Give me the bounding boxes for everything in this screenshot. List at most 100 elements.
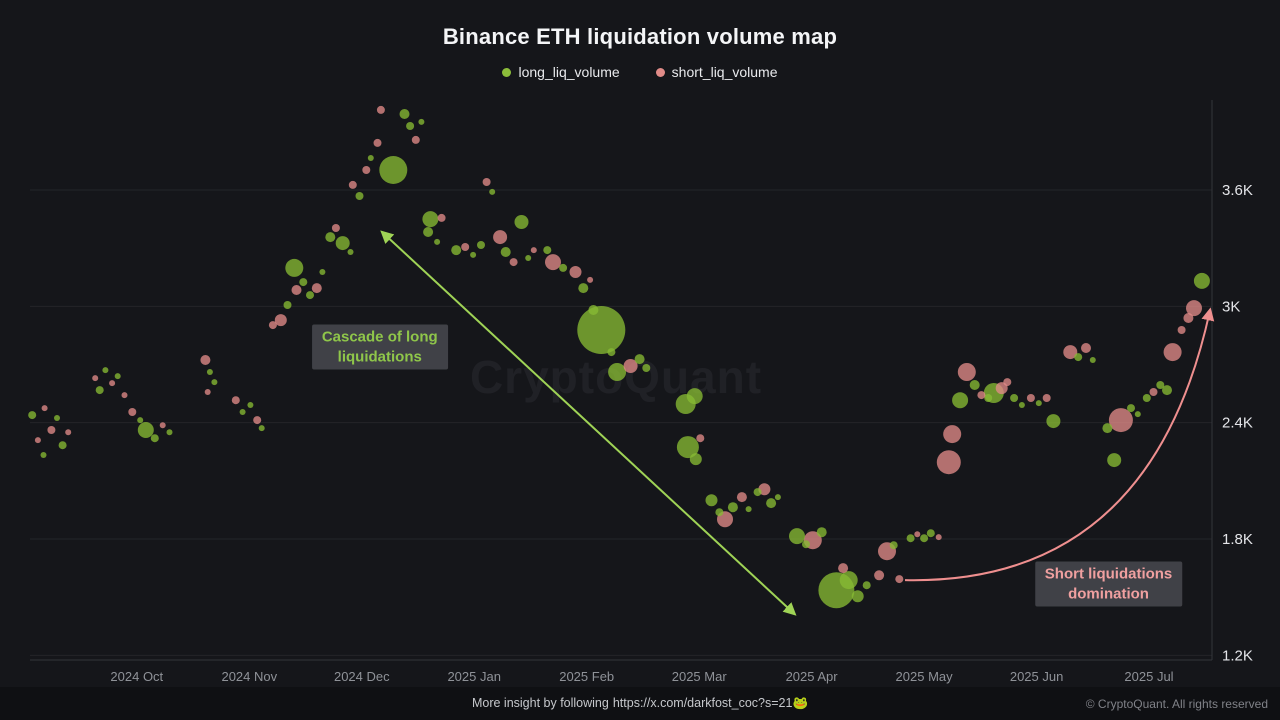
- bubble-long[interactable]: [285, 258, 304, 277]
- bubble-long[interactable]: [423, 227, 434, 237]
- bubble-short[interactable]: [1186, 300, 1202, 317]
- bubble-long[interactable]: [1010, 394, 1019, 402]
- bubble-long[interactable]: [54, 415, 60, 421]
- bubble-long[interactable]: [689, 453, 702, 466]
- bubble-short[interactable]: [935, 534, 942, 541]
- bubble-short[interactable]: [493, 230, 508, 245]
- bubble-short[interactable]: [291, 285, 302, 295]
- bubble-long[interactable]: [335, 236, 350, 251]
- bubble-long[interactable]: [715, 508, 724, 517]
- bubble-short[interactable]: [231, 396, 240, 405]
- bubble-long[interactable]: [347, 249, 354, 255]
- bubble-long[interactable]: [1035, 400, 1042, 407]
- bubble-long[interactable]: [588, 305, 599, 315]
- bubble-long[interactable]: [470, 251, 477, 258]
- bubble-long[interactable]: [319, 269, 326, 275]
- bubble-long[interactable]: [1018, 402, 1025, 408]
- bubble-short[interactable]: [1042, 394, 1051, 402]
- bubble-short[interactable]: [34, 437, 41, 444]
- bubble-short[interactable]: [373, 138, 382, 147]
- bubble-short[interactable]: [569, 266, 582, 278]
- bubble-long[interactable]: [789, 528, 805, 545]
- bubble-long[interactable]: [95, 386, 104, 395]
- bubble-long[interactable]: [137, 417, 144, 424]
- bubble-short[interactable]: [874, 570, 885, 581]
- bubble-long[interactable]: [926, 529, 935, 538]
- bubble-short[interactable]: [736, 492, 747, 503]
- bubble-long[interactable]: [969, 380, 980, 390]
- bubble-long[interactable]: [1046, 414, 1061, 429]
- bubble-long[interactable]: [577, 306, 626, 354]
- bubble-short[interactable]: [47, 426, 56, 434]
- bubble-long[interactable]: [774, 494, 781, 501]
- bubble-short[interactable]: [348, 180, 357, 189]
- bubble-long[interactable]: [477, 241, 485, 249]
- bubble-long[interactable]: [766, 498, 777, 509]
- bubble-long[interactable]: [889, 541, 898, 550]
- bubble-short[interactable]: [41, 405, 48, 412]
- bubble-long[interactable]: [325, 232, 336, 243]
- bubble-long[interactable]: [851, 590, 864, 603]
- bubble-long[interactable]: [247, 402, 254, 408]
- bubble-long[interactable]: [727, 502, 738, 513]
- bubble-long[interactable]: [839, 571, 858, 590]
- bubble-long[interactable]: [500, 247, 511, 257]
- bubble-long[interactable]: [634, 354, 645, 365]
- bubble-short[interactable]: [1183, 313, 1194, 323]
- bubble-long[interactable]: [239, 409, 246, 415]
- bubble-long[interactable]: [206, 369, 213, 375]
- bubble-short[interactable]: [1108, 408, 1133, 433]
- bubble-long[interactable]: [578, 283, 589, 294]
- bubble-short[interactable]: [1177, 326, 1186, 334]
- bubble-long[interactable]: [745, 506, 752, 513]
- bubble-short[interactable]: [936, 450, 961, 475]
- bubble-short[interactable]: [121, 392, 128, 399]
- bubble-long[interactable]: [984, 394, 993, 402]
- bubble-short[interactable]: [268, 321, 277, 330]
- bubble-long[interactable]: [607, 348, 616, 357]
- bubble-long[interactable]: [283, 301, 292, 309]
- bubble-long[interactable]: [418, 118, 425, 125]
- bubble-short[interactable]: [92, 375, 99, 382]
- bubble-long[interactable]: [1102, 423, 1113, 434]
- bubble-long[interactable]: [451, 245, 462, 256]
- bubble-long[interactable]: [705, 494, 718, 507]
- bubble-long[interactable]: [58, 441, 67, 450]
- bubble-long[interactable]: [862, 581, 871, 590]
- bubble-short[interactable]: [1081, 343, 1091, 353]
- bubble-short[interactable]: [274, 314, 287, 327]
- bubble-long[interactable]: [137, 422, 154, 438]
- legend-item-long[interactable]: long_liq_volume: [502, 64, 620, 80]
- bubble-long[interactable]: [686, 388, 703, 405]
- bubble-long[interactable]: [525, 255, 532, 261]
- bubble-long[interactable]: [1089, 357, 1096, 363]
- bubble-long[interactable]: [399, 109, 410, 119]
- bubble-long[interactable]: [1134, 411, 1141, 418]
- bubble-short[interactable]: [376, 105, 385, 114]
- bubble-short[interactable]: [65, 429, 72, 436]
- bubble-short[interactable]: [1149, 388, 1158, 396]
- bubble-long[interactable]: [1162, 385, 1172, 396]
- bubble-long[interactable]: [406, 122, 415, 130]
- bubble-long[interactable]: [379, 156, 408, 184]
- bubble-short[interactable]: [482, 178, 491, 186]
- bubble-long[interactable]: [802, 540, 810, 549]
- bubble-short[interactable]: [1163, 343, 1182, 362]
- bubble-long[interactable]: [355, 192, 364, 200]
- bubble-short[interactable]: [509, 258, 518, 267]
- bubble-short[interactable]: [437, 213, 446, 222]
- bubble-long[interactable]: [920, 534, 929, 543]
- bubble-long[interactable]: [40, 452, 47, 458]
- bubble-long[interactable]: [1193, 272, 1210, 289]
- bubble-long[interactable]: [166, 429, 173, 436]
- bubble-long[interactable]: [150, 434, 159, 443]
- bubble-short[interactable]: [977, 391, 986, 400]
- bubble-short[interactable]: [411, 135, 420, 144]
- bubble-short[interactable]: [1026, 394, 1035, 402]
- bubble-long[interactable]: [559, 263, 568, 272]
- bubble-short[interactable]: [204, 389, 211, 395]
- bubble-long[interactable]: [1142, 394, 1151, 402]
- bubble-long[interactable]: [422, 211, 439, 228]
- bubble-short[interactable]: [1003, 378, 1012, 387]
- bubble-long[interactable]: [434, 238, 441, 245]
